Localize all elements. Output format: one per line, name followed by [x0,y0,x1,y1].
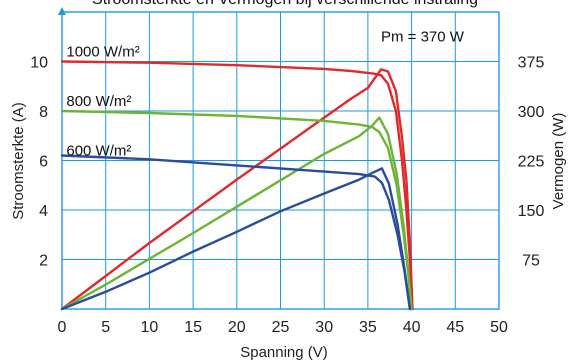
x-tick-label: 20 [228,319,246,336]
axes [58,7,66,15]
x-tick-label: 15 [184,319,202,336]
x-tick-label: 40 [403,319,421,336]
y-tick-label-right: 225 [518,154,545,171]
series-line-power-1 [60,68,414,311]
x-tick-label: 10 [141,319,159,336]
y-tick-label-left: 2 [39,253,48,270]
x-tick-label: 30 [315,319,333,336]
annotation-label: 600 W/m² [66,143,131,160]
x-tick-label: 50 [490,319,508,336]
series-line-current-0 [60,60,414,311]
chart-header-fragment: Stroomsterkte en Vermogen bij verschille… [92,0,478,8]
series-line-power-3 [60,116,413,311]
ticks: 0 5 10 15 20 25 30 35 40 45 50 2 4 6 8 10 75 150 225 300 375 [30,55,544,337]
y-axis-arrow [58,7,66,15]
series-layer [60,60,414,311]
x-tick-label: 45 [446,319,464,336]
y-tick-label-right: 150 [518,203,545,220]
y-tick-label-right: 300 [518,104,545,121]
grid [62,12,499,309]
y-tick-label-right: 75 [522,253,540,270]
y-tick-label-left: 10 [30,55,48,72]
annotation-label: 800 W/m² [66,93,131,110]
annotation-label: 1000 W/m² [66,44,139,61]
annotation-label: Pm = 370 W [381,29,465,46]
x-tick-label: 35 [359,319,377,336]
y-tick-label-right: 375 [518,55,545,72]
y-tick-label-left: 6 [39,154,48,171]
annotations: Pm = 370 W 1000 W/m² 800 W/m² 600 W/m² [66,29,464,160]
y-tick-label-left: 8 [39,104,48,121]
y-tick-label-left: 4 [39,203,48,220]
x-tick-label: 25 [272,319,290,336]
x-tick-label: 0 [58,319,67,336]
x-axis-label: Spanning (V) [240,344,328,361]
y-axis-label-left: Stroomsterkte (A) [10,102,27,220]
series-line-power-5 [60,167,412,311]
x-tick-label: 5 [101,319,110,336]
y-axis-label-right: Vermogen (W) [550,113,567,210]
